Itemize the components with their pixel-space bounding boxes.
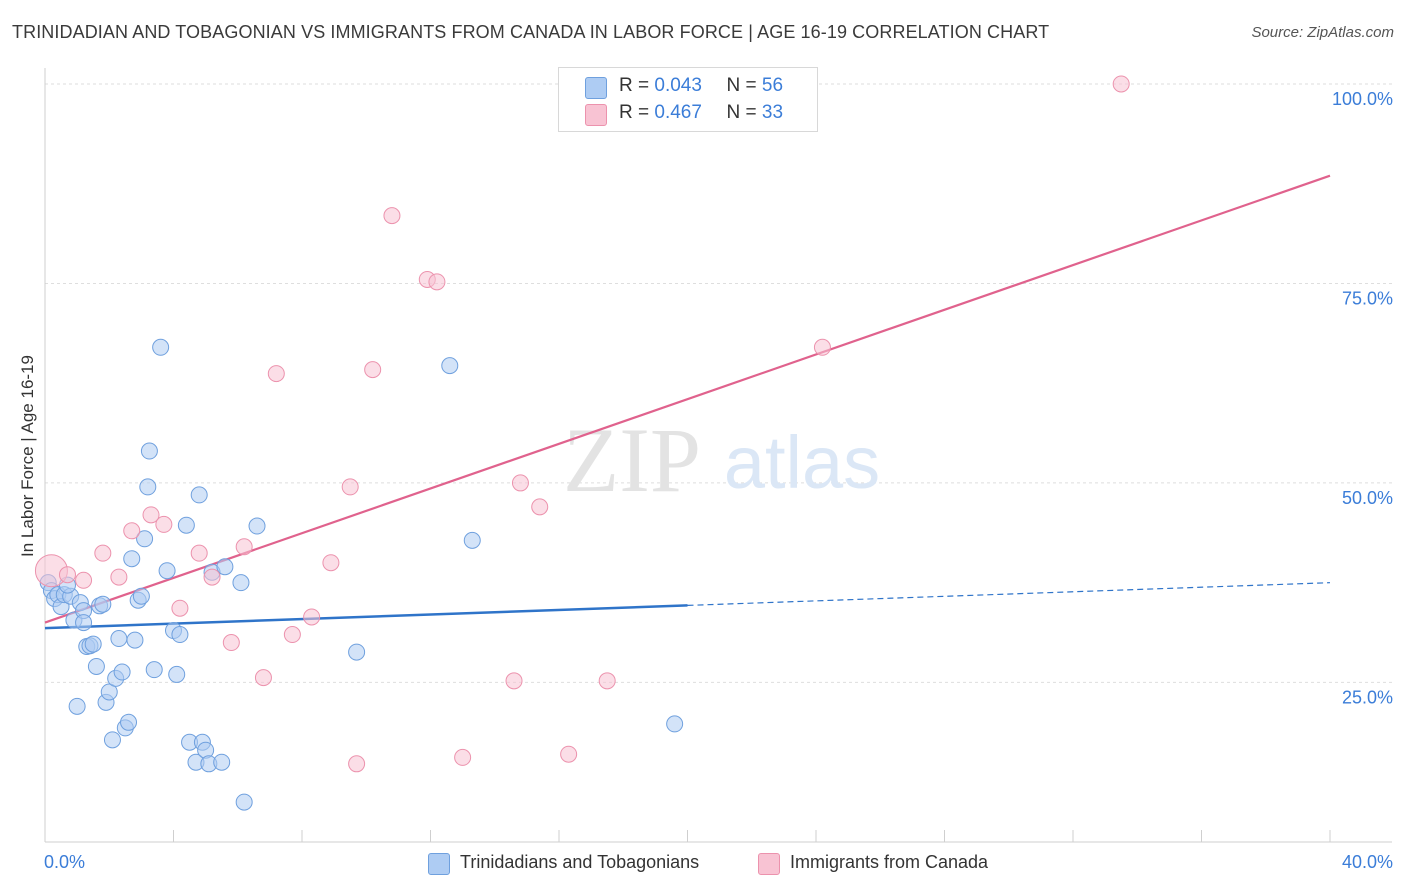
data-point-trinidadians bbox=[158, 562, 176, 580]
data-point-canada bbox=[531, 498, 549, 516]
data-point-canada bbox=[303, 608, 321, 626]
trend-line-canada bbox=[44, 174, 1331, 624]
data-point-trinidadians bbox=[123, 550, 141, 568]
data-point-trinidadians bbox=[84, 635, 102, 653]
data-point-canada bbox=[428, 273, 446, 291]
data-point-trinidadians bbox=[68, 697, 86, 715]
data-point-trinidadians bbox=[126, 631, 144, 649]
n-label: N = bbox=[726, 75, 757, 96]
data-point-trinidadians bbox=[136, 530, 154, 548]
data-point-canada bbox=[190, 544, 208, 562]
data-point-trinidadians bbox=[152, 338, 170, 356]
data-point-canada bbox=[94, 544, 112, 562]
series-legend: Trinidadians and Tobagonians Immigrants … bbox=[0, 852, 1406, 876]
data-point-canada bbox=[322, 554, 340, 572]
r-value: 0.467 bbox=[654, 102, 702, 123]
pink-swatch bbox=[758, 853, 780, 875]
watermark: ZIP atlas bbox=[563, 409, 880, 511]
data-point-canada bbox=[598, 672, 616, 690]
data-point-canada bbox=[235, 538, 253, 556]
grid-lines bbox=[45, 83, 1392, 683]
y-tick-label: 25.0% bbox=[1342, 687, 1393, 707]
data-point-trinidadians bbox=[190, 486, 208, 504]
y-tick-label: 100.0% bbox=[1332, 89, 1393, 109]
points-canada bbox=[34, 75, 1130, 773]
data-point-canada bbox=[283, 626, 301, 644]
data-point-canada bbox=[813, 338, 831, 356]
data-point-canada bbox=[75, 571, 93, 589]
data-point-canada bbox=[203, 568, 221, 586]
data-point-canada bbox=[254, 669, 272, 687]
data-point-canada bbox=[123, 522, 141, 540]
watermark-zip: ZIP bbox=[563, 409, 701, 511]
data-point-canada bbox=[171, 599, 189, 617]
data-point-trinidadians bbox=[168, 665, 186, 683]
data-point-trinidadians bbox=[103, 731, 121, 749]
data-point-trinidadians bbox=[213, 753, 231, 771]
legend-label: Immigrants from Canada bbox=[790, 852, 989, 872]
axes bbox=[44, 68, 1392, 843]
data-point-trinidadians bbox=[177, 516, 195, 534]
trend-line-trinidadians bbox=[44, 582, 1331, 630]
data-point-canada bbox=[454, 748, 472, 766]
r-label: R = bbox=[619, 102, 650, 123]
r-value: 0.043 bbox=[654, 75, 702, 96]
data-point-trinidadians bbox=[216, 558, 234, 576]
data-point-canada bbox=[364, 361, 382, 379]
data-point-trinidadians bbox=[94, 595, 112, 613]
blue-swatch bbox=[585, 77, 607, 99]
data-point-canada bbox=[348, 755, 366, 773]
trend-solid bbox=[44, 174, 1331, 624]
blue-swatch bbox=[428, 853, 450, 875]
data-point-trinidadians bbox=[110, 630, 128, 648]
legend-label: Trinidadians and Tobagonians bbox=[460, 852, 700, 872]
data-point-trinidadians bbox=[139, 478, 157, 496]
data-point-trinidadians bbox=[75, 614, 93, 632]
n-value: 33 bbox=[761, 102, 784, 123]
source-label: Source: ZipAtlas.com bbox=[1251, 24, 1394, 41]
r-label: R = bbox=[619, 75, 650, 96]
stats-legend: R = 0.043 N = 56 R = 0.467 N = 33 bbox=[558, 67, 818, 132]
data-point-canada bbox=[155, 515, 173, 533]
data-point-canada bbox=[341, 478, 359, 496]
data-point-canada bbox=[560, 745, 578, 763]
pink-swatch bbox=[585, 104, 607, 126]
chart-title: TRINIDADIAN AND TOBAGONIAN VS IMMIGRANTS… bbox=[12, 22, 1050, 42]
x-tick-label-max: 40.0% bbox=[1341, 852, 1393, 872]
data-point-canada bbox=[1112, 75, 1130, 93]
data-point-trinidadians bbox=[87, 657, 105, 675]
data-point-canada bbox=[505, 672, 523, 690]
y-tick-labels: 25.0% 50.0% 75.0% 100.0% bbox=[1332, 89, 1393, 707]
data-point-trinidadians bbox=[463, 531, 481, 549]
data-point-canada bbox=[110, 568, 128, 586]
data-point-trinidadians bbox=[132, 587, 150, 605]
watermark-atlas: atlas bbox=[724, 421, 880, 504]
y-tick-label: 50.0% bbox=[1342, 488, 1393, 508]
trend-dashed bbox=[687, 582, 1331, 607]
y-tick-label: 75.0% bbox=[1342, 288, 1393, 308]
data-point-trinidadians bbox=[145, 661, 163, 679]
data-point-trinidadians bbox=[113, 663, 131, 681]
data-point-trinidadians bbox=[171, 626, 189, 644]
data-point-trinidadians bbox=[248, 517, 266, 535]
data-point-trinidadians bbox=[441, 357, 459, 375]
n-value: 56 bbox=[761, 75, 784, 96]
n-label: N = bbox=[726, 102, 757, 123]
data-point-trinidadians bbox=[232, 574, 250, 592]
data-point-trinidadians bbox=[348, 643, 366, 661]
data-point-trinidadians bbox=[666, 715, 684, 733]
x-tick-label-min: 0.0% bbox=[44, 852, 86, 872]
data-point-trinidadians bbox=[140, 442, 158, 460]
data-point-canada bbox=[267, 365, 285, 383]
data-point-canada bbox=[222, 634, 240, 652]
data-point-canada bbox=[383, 207, 401, 225]
data-point-trinidadians bbox=[120, 713, 138, 731]
data-point-canada bbox=[58, 566, 76, 584]
trend-solid bbox=[44, 604, 688, 630]
data-point-canada bbox=[142, 506, 160, 524]
data-point-canada bbox=[511, 474, 529, 492]
data-point-trinidadians bbox=[235, 793, 253, 811]
